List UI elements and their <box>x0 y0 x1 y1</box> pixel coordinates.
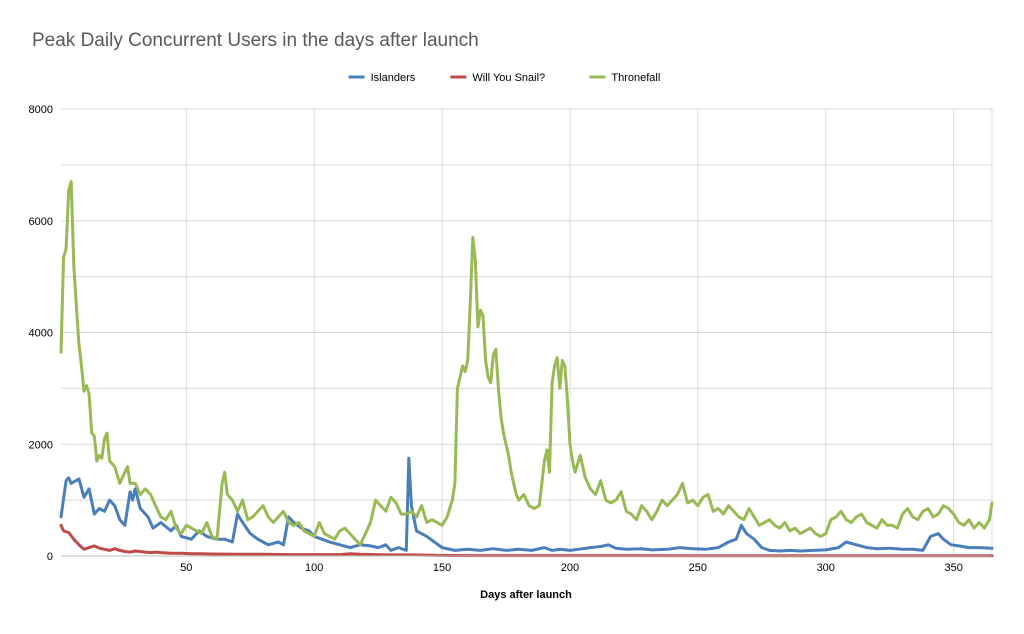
x-tick-label: 350 <box>944 562 962 574</box>
x-tick-label: 200 <box>561 562 579 574</box>
y-tick-label: 0 <box>47 551 53 563</box>
x-axis-ticks: 50 100 150 200 250 300 350 <box>180 562 963 574</box>
series-line-will-you-snail <box>59 523 994 558</box>
x-tick-label: 50 <box>180 562 192 574</box>
legend-item: Thronefall <box>589 72 660 84</box>
y-tick-label: 6000 <box>29 216 53 228</box>
y-tick-label: 4000 <box>29 328 53 340</box>
y-tick-label: 8000 <box>29 104 53 116</box>
legend-label: Thronefall <box>611 72 660 84</box>
legend-item: Will You Snail? <box>450 72 545 84</box>
legend-item: Islanders <box>348 72 416 84</box>
series-lines <box>59 180 994 558</box>
legend-label: Islanders <box>371 72 416 84</box>
chart-title: Peak Daily Concurrent Users in the days … <box>32 30 479 51</box>
x-tick-label: 100 <box>305 562 323 574</box>
series-line-thronefall <box>59 180 994 547</box>
x-axis-label: Days after launch <box>480 589 572 601</box>
x-tick-label: 300 <box>817 562 835 574</box>
series-line-islanders <box>59 456 994 553</box>
legend: Islanders Will You Snail? Thronefall <box>348 72 660 84</box>
gridlines <box>61 108 993 556</box>
x-tick-label: 250 <box>689 562 707 574</box>
x-tick-label: 150 <box>433 562 451 574</box>
y-axis-ticks: 0 2000 4000 6000 8000 <box>29 104 53 563</box>
legend-label: Will You Snail? <box>472 72 545 84</box>
y-tick-label: 2000 <box>29 439 53 451</box>
